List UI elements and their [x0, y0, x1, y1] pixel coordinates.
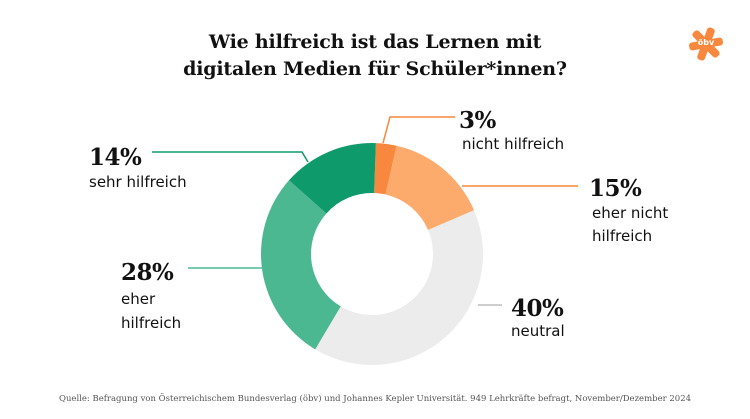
pct-sehr-hilfreich: 14%	[89, 144, 142, 171]
label-eher-nicht-hilfreich-line-2: hilfreich	[592, 227, 653, 245]
slice-nicht	[374, 143, 397, 195]
leader-line-sehr-hilfreich	[152, 151, 309, 163]
source-note: Quelle: Befragung von Österreichischem B…	[58, 394, 692, 404]
chart-title-line-2: digitalen Medien für Schüler*innen?	[183, 58, 567, 80]
slice-sehr	[288, 143, 376, 214]
leader-lines	[152, 116, 578, 306]
slice-neutral	[315, 210, 484, 366]
label-eher-hilfreich-line-1: eher	[121, 290, 156, 308]
pct-neutral: 40%	[511, 295, 564, 322]
label-eher-nicht-hilfreich-line-1: eher nicht	[592, 204, 669, 222]
label-eher-hilfreich-line-2: hilfreich	[121, 314, 182, 332]
label-sehr-hilfreich: sehr hilfreich	[89, 173, 187, 191]
obv-logo-text: öbv	[697, 38, 715, 47]
obv-logo: öbv	[689, 27, 723, 61]
leader-line-nicht-hilfreich	[382, 116, 455, 144]
label-neutral: neutral	[511, 322, 565, 340]
label-nicht-hilfreich: nicht hilfreich	[462, 135, 565, 153]
pct-eher-hilfreich: 28%	[121, 259, 174, 286]
chart-title: Wie hilfreich ist das Lernen mit digital…	[0, 29, 750, 83]
slice-ehernicht	[385, 145, 475, 230]
chart-title-line-1: Wie hilfreich ist das Lernen mit	[208, 31, 542, 53]
slice-eher	[260, 180, 341, 350]
pct-eher-nicht-hilfreich: 15%	[589, 175, 642, 202]
obv-logo-mark-icon	[689, 27, 723, 61]
pct-nicht-hilfreich: 3%	[459, 107, 496, 134]
donut-slices	[260, 143, 484, 366]
